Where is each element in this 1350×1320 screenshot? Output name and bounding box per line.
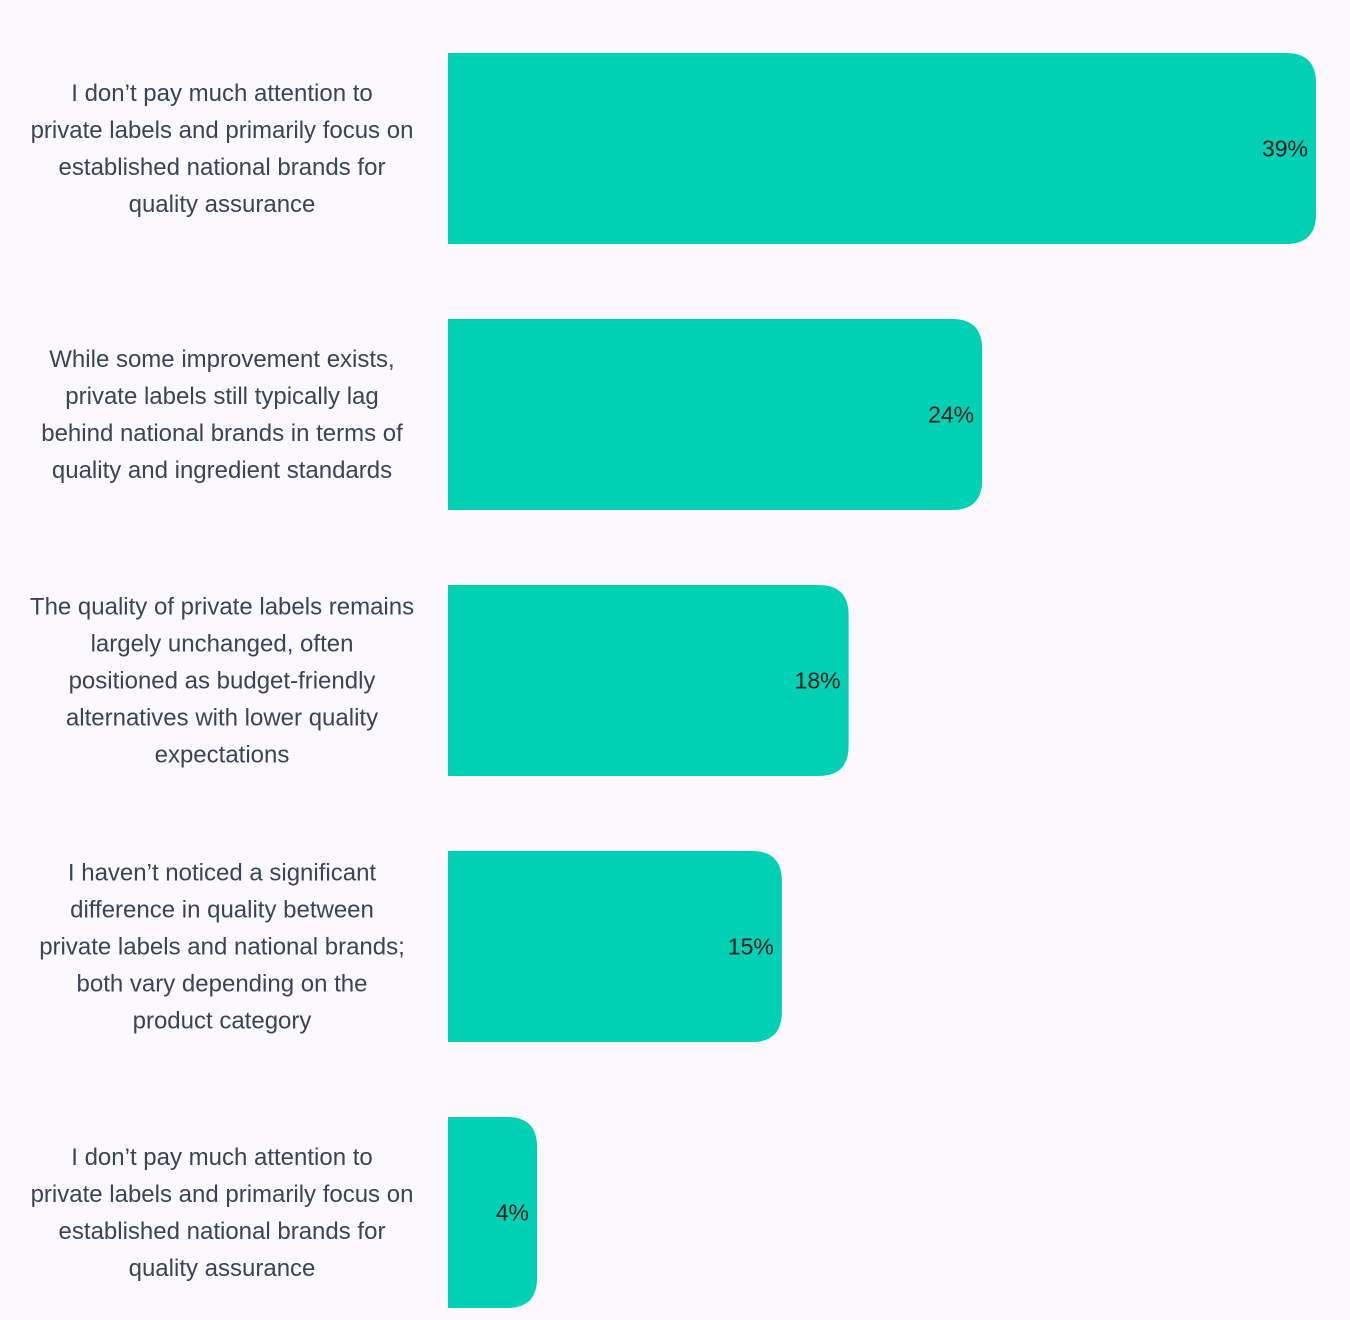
category-label-line: I don’t pay much attention to: [71, 1144, 373, 1171]
category-label-line: alternatives with lower quality: [66, 705, 378, 732]
category-label-1: I don’t pay much attention to private lab…: [31, 80, 414, 218]
category-label-line: quality assurance: [129, 1255, 316, 1282]
value-label-2: 24%: [928, 402, 974, 428]
category-label-line: The quality of private labels remains: [30, 594, 414, 621]
bar-5: [448, 1117, 538, 1308]
category-label-line: quality assurance: [129, 191, 316, 218]
category-label-line: established national brands for: [59, 1218, 386, 1245]
category-label-line: I haven’t noticed a significant: [68, 860, 377, 887]
category-label-line: private labels still typically lag: [65, 383, 378, 410]
category-label-5: I don’t pay much attention to private lab…: [31, 1144, 414, 1282]
category-label-line: product category: [133, 1008, 312, 1035]
category-label-3: The quality of private labels remains lar…: [30, 594, 414, 769]
category-label-4: I haven’t noticed a significant differenc…: [39, 860, 405, 1035]
category-label-line: positioned as budget-friendly: [69, 668, 376, 695]
category-label-line: private labels and national brands;: [39, 934, 405, 961]
category-label-line: difference in quality between: [70, 897, 374, 924]
category-label-line: private labels and primarily focus on: [31, 1181, 414, 1208]
bar-4: [448, 851, 782, 1042]
value-label-3: 18%: [795, 668, 841, 694]
category-label-line: While some improvement exists,: [49, 346, 394, 373]
category-label-line: largely unchanged, often: [91, 631, 354, 658]
category-label-line: behind national brands in terms of: [41, 420, 403, 447]
category-label-line: established national brands for: [59, 154, 386, 181]
value-label-5: 4%: [496, 1200, 529, 1226]
category-label-line: expectations: [155, 742, 290, 769]
category-label-line: private labels and primarily focus on: [31, 117, 414, 144]
value-label-4: 15%: [728, 934, 774, 960]
category-label-line: I don’t pay much attention to: [71, 80, 373, 107]
category-label-2: While some improvement exists, private la…: [41, 346, 403, 484]
bar-2: [448, 319, 983, 510]
value-label-1: 39%: [1262, 136, 1308, 162]
bar-1: [448, 53, 1316, 244]
category-label-line: both vary depending on the: [77, 971, 368, 998]
bar-3: [448, 585, 849, 776]
category-label-line: quality and ingredient standards: [52, 457, 392, 484]
